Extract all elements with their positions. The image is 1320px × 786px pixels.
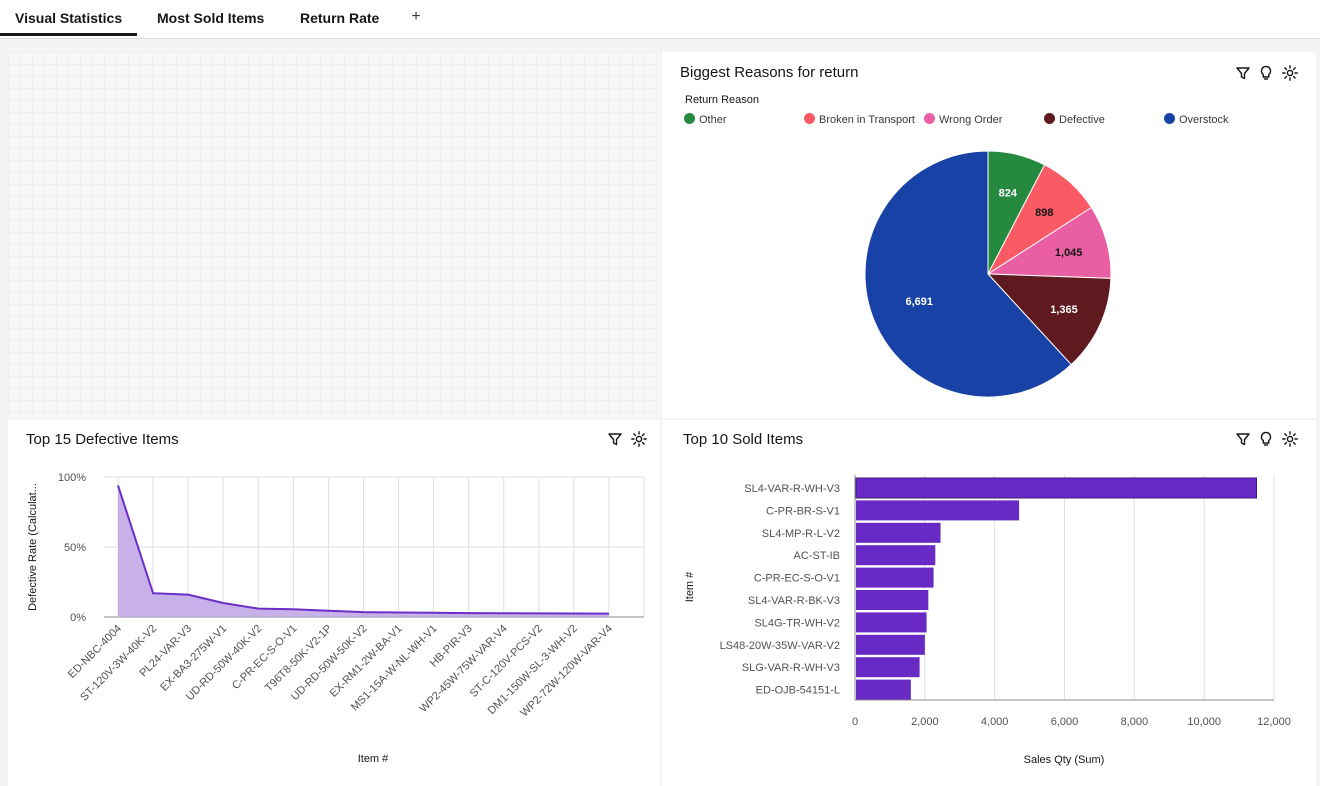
legend-label: Defective [1059,114,1105,126]
x-tick-label: 10,000 [1187,716,1221,728]
return-reasons-panel: Biggest Reasons for return Return Reason… [662,52,1316,418]
bar [855,477,1258,499]
add-tab-button[interactable]: + [411,8,421,25]
settings-icon[interactable] [630,430,648,448]
y-tick-label: C-PR-EC-S-O-V1 [754,573,840,585]
lightbulb-icon[interactable] [1257,430,1275,448]
y-tick-label: AC-ST-IB [794,550,840,562]
lightbulb-icon[interactable] [1257,64,1275,82]
legend-label: Broken in Transport [819,114,915,126]
y-axis-title: Defective Rate (Calculat... [27,483,39,611]
y-tick-label: 0% [70,612,86,624]
legend-swatch [1164,113,1175,124]
x-tick-label: 8,000 [1121,716,1149,728]
legend-item[interactable]: Broken in Transport [804,113,915,126]
pie-data-label: 1,365 [1050,304,1078,316]
tab-return-rate[interactable]: Return Rate [300,10,380,26]
bar [856,612,927,633]
bar [856,634,925,655]
defective-items-panel: Top 15 Defective Items 0% 50% 100% ED-NBC-4… [8,420,660,786]
legend-swatch [684,113,695,124]
filter-icon[interactable] [606,430,624,448]
top-sold-items-panel: Top 10 Sold Items 0 2,000 4,000 6,000 8,000 1… [662,420,1316,786]
area-fill [118,485,609,617]
filter-icon[interactable] [1234,64,1252,82]
bar [856,522,941,543]
pie-data-label: 898 [1035,207,1053,219]
pie-slice [986,273,1112,366]
legend-swatch [924,113,935,124]
legend-label: Overstock [1179,114,1229,126]
legend-label: Other [699,114,727,126]
pie-data-label: 6,691 [905,296,933,308]
x-tick-label: C-PR-EC-S-O-V1 [230,623,299,692]
panel-title: Top 15 Defective Items [26,431,179,448]
legend-title: Return Reason [685,94,759,106]
x-axis-title: Item # [358,753,389,765]
bar [856,567,934,588]
pie-slice [986,206,1112,279]
bar [856,545,936,566]
legend-item[interactable]: Defective [1044,113,1105,126]
legend-item[interactable]: Overstock [1164,113,1229,126]
panel-title: Biggest Reasons for return [680,64,859,81]
legend-swatch [1044,113,1055,124]
bar [856,679,911,700]
pie-data-label: 824 [999,188,1018,200]
y-tick-label: SL4-VAR-R-WH-V3 [744,483,840,495]
pie-data-label: 1,045 [1055,247,1083,259]
sales-qty-chart: 0 2,000 4,000 6,000 8,000 10,000 12,000 SL4-VAR… [684,475,1291,766]
x-tick-label: 6,000 [1051,716,1079,728]
x-axis-title: Sales Qty (Sum) [1024,754,1105,766]
y-tick-label: ED-OJB-54151-L [756,685,840,697]
y-tick-label: 100% [58,472,86,484]
tab-bar: Visual Statistics Most Sold Items Return… [0,0,1320,39]
bar [856,500,1020,521]
tab-most-sold-items[interactable]: Most Sold Items [157,10,265,26]
bar [856,657,920,678]
filter-icon[interactable] [1234,430,1252,448]
empty-widget-placeholder[interactable] [8,52,660,418]
legend-swatch [804,113,815,124]
settings-icon[interactable] [1281,430,1299,448]
series-line [117,485,609,615]
x-tick-label: EX-BA3-275W-V1 [158,623,229,694]
settings-icon[interactable] [1281,64,1299,82]
y-axis-title: Item # [684,571,696,602]
x-tick-label: 0 [852,716,858,728]
y-tick-label: C-PR-BR-S-V1 [766,505,840,517]
panel-title: Top 10 Sold Items [683,431,804,448]
defective-rate-chart: 0%50%100%ED-NBC-4004ST-120V-3W-40K-V2PL2… [27,472,645,765]
x-tick-label: 4,000 [981,716,1009,728]
pie-chart: 824 898 1,045 1,365 6,691 [864,150,1112,398]
pie-slice [864,150,1072,398]
y-tick-label: SL4-VAR-R-BK-V3 [748,595,840,607]
legend-label: Wrong Order [939,114,1003,126]
x-tick-label: 12,000 [1257,716,1291,728]
bar [856,590,929,610]
x-tick-label: T96T8-50K-V2-1P [263,623,335,695]
tab-visual-statistics[interactable]: Visual Statistics [0,0,138,36]
y-tick-label: LS48-20W-35W-VAR-V2 [720,640,840,652]
y-tick-label: SLG-VAR-R-WH-V3 [742,662,840,674]
legend-item[interactable]: Other [684,113,727,126]
y-tick-label: SL4G-TR-WH-V2 [754,617,840,629]
legend-item[interactable]: Wrong Order [924,113,1002,126]
x-tick-label: 2,000 [911,716,939,728]
y-tick-label: SL4-MP-R-L-V2 [762,528,840,540]
y-tick-label: 50% [64,542,86,554]
